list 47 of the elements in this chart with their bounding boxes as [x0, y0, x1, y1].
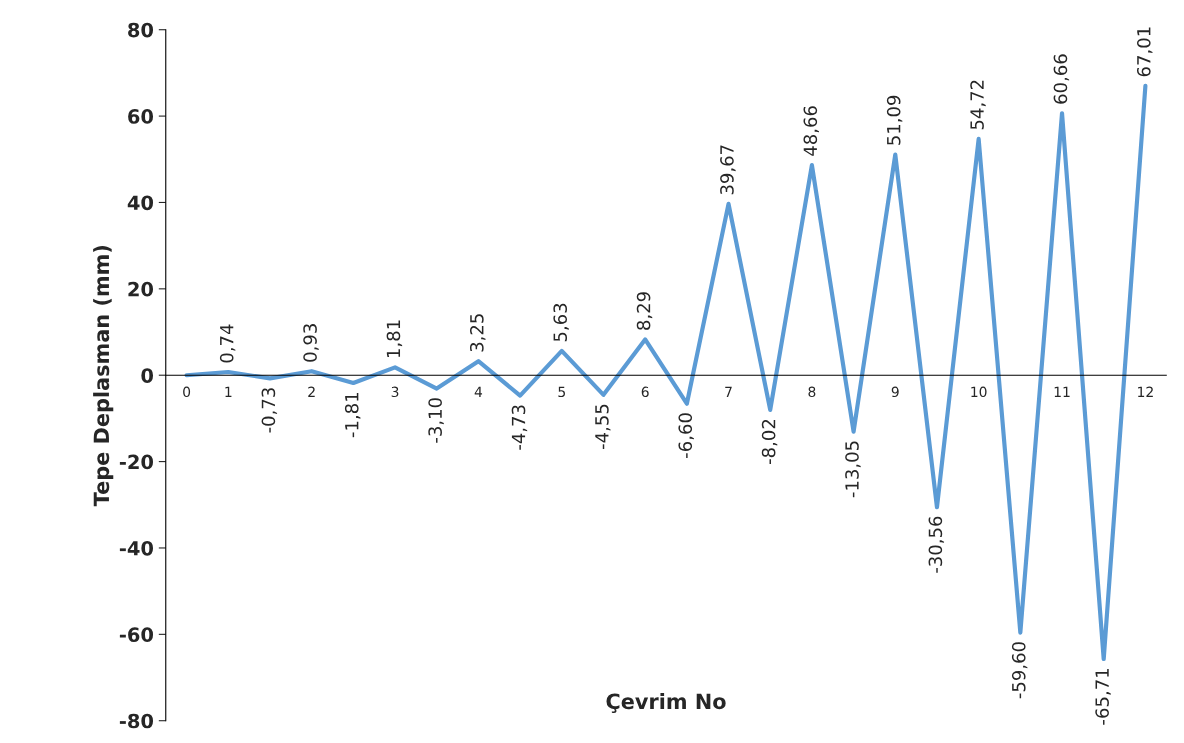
- y-tick-label: -20: [119, 454, 154, 470]
- x-tick-label: 2: [308, 386, 315, 397]
- data-label: 60,66: [1053, 54, 1070, 104]
- x-tick-label: 11: [1054, 386, 1070, 397]
- data-label: -13,05: [845, 441, 861, 498]
- data-label: -8,02: [761, 419, 778, 465]
- data-label: 54,72: [970, 80, 986, 130]
- x-tick-label: 6: [641, 386, 649, 398]
- data-label: -4,73: [511, 405, 528, 450]
- data-label: 1,81: [386, 320, 403, 358]
- y-tick-label: -40: [119, 540, 154, 556]
- data-label: 8,29: [636, 292, 653, 330]
- x-tick-label: 12: [1138, 386, 1153, 397]
- x-tick-label: 3: [391, 386, 399, 398]
- data-label: -59,60: [1011, 642, 1028, 699]
- data-label: 48,66: [803, 106, 819, 156]
- data-label: -0,73: [261, 388, 278, 433]
- data-label: 67,01: [1136, 27, 1153, 77]
- data-label: -6,60: [678, 413, 694, 458]
- x-tick-label: 1: [225, 386, 232, 397]
- data-label: 0,74: [219, 324, 236, 363]
- y-tick-label: 20: [128, 281, 154, 297]
- y-tick-label: 80: [128, 22, 154, 38]
- y-tick-label: 60: [128, 109, 154, 124]
- data-label: -1,81: [344, 393, 361, 438]
- x-axis-title: Çevrim No: [606, 693, 726, 713]
- data-label: -30,56: [928, 516, 945, 573]
- data-label: 0,93: [303, 324, 319, 362]
- y-tick-label: 0: [141, 368, 154, 383]
- x-tick-label: 10: [971, 386, 987, 398]
- data-label: -65,71: [1095, 669, 1111, 725]
- data-label: 5,63: [553, 303, 569, 342]
- y-axis-title: Tepe Deplasman (mm): [93, 245, 114, 507]
- data-label: -4,55: [595, 404, 611, 450]
- x-tick-label: 8: [808, 386, 816, 398]
- x-tick-label: 9: [891, 386, 899, 398]
- data-label: 51,09: [886, 95, 903, 145]
- data-label: -3,10: [428, 398, 444, 443]
- x-tick-label: 0: [183, 386, 191, 398]
- x-tick-label: 7: [725, 386, 732, 397]
- x-tick-label: 5: [558, 386, 565, 398]
- y-tick-label: -80: [119, 713, 154, 729]
- y-tick-label: -60: [119, 627, 154, 642]
- data-label: 39,67: [720, 145, 736, 195]
- data-label: 3,25: [469, 314, 486, 352]
- x-tick-label: 4: [474, 386, 483, 397]
- y-tick-label: 40: [127, 195, 154, 211]
